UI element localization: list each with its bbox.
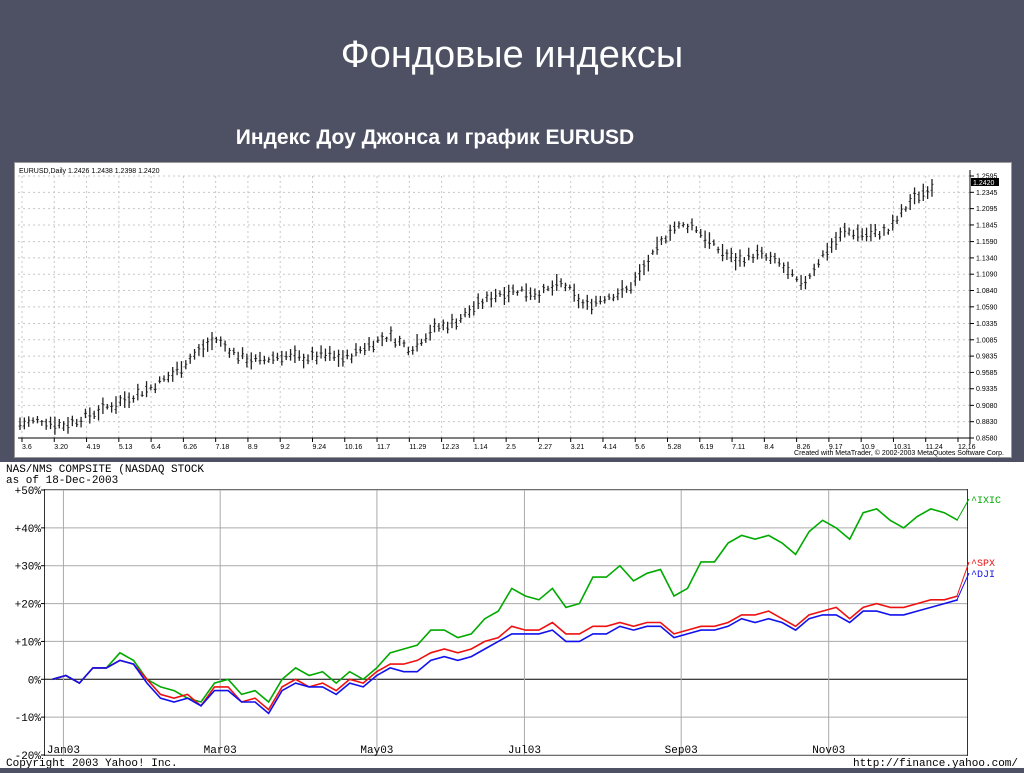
eurusd-x-tick-label: 7.11	[732, 444, 745, 451]
indices-legend-leader	[956, 498, 970, 521]
eurusd-x-tick-label: 10.31	[893, 444, 911, 451]
eurusd-x-tick-label: 10.9	[861, 444, 875, 451]
eurusd-x-tick-label: 12.16	[958, 444, 976, 451]
eurusd-y-tick-label: 1.0335	[976, 321, 998, 328]
indices-chart-svg: NAS/NMS COMPSITE (NASDAQ STOCK as of 18-…	[6, 464, 1018, 770]
indices-y-tick-label: -10%	[15, 713, 42, 725]
slide-subtitle: Индекс Доу Джонса и график EURUSD	[235, 126, 635, 149]
indices-y-tick-label: +30%	[15, 562, 42, 574]
eurusd-x-tick-label: 7.18	[216, 444, 230, 451]
eurusd-y-tick-label: 1.1340	[976, 255, 998, 262]
indices-y-axis: -20% -10% 0% +10% +20% +30% +40% +50%	[15, 486, 45, 763]
eurusd-bars	[18, 179, 934, 435]
indices-chart-date: as of 18-Dec-2003	[6, 475, 118, 487]
eurusd-y-tick-label: 1.0085	[976, 337, 998, 344]
indices-chart-title: NAS/NMS COMPSITE (NASDAQ STOCK	[6, 464, 204, 476]
slide-title: Фондовые индексы	[340, 34, 684, 76]
eurusd-x-tick-label: 6.19	[700, 444, 714, 451]
eurusd-y-tick-label: 1.2595	[976, 174, 998, 181]
indices-chart: NAS/NMS COMPSITE (NASDAQ STOCK as of 18-…	[0, 462, 1024, 770]
eurusd-x-tick-label: 1.14	[474, 444, 488, 451]
indices-x-tick-label: Sep03	[665, 745, 698, 757]
indices-legend-label: ^SPX	[971, 559, 995, 570]
eurusd-x-tick-label: 3.6	[22, 444, 32, 451]
indices-x-axis: Jan03 Mar03 May03 Jul03 Sep03 Nov03	[47, 745, 845, 757]
indices-series-line-dji	[52, 599, 959, 715]
indices-y-tick-label: +20%	[15, 600, 42, 612]
indices-y-tick-label: -20%	[15, 751, 42, 763]
indices-x-tick-label: May03	[360, 745, 393, 757]
indices-x-tick-label: Nov03	[812, 745, 845, 757]
eurusd-x-tick-label: 8.4	[764, 444, 774, 451]
eurusd-x-tick-label: 2.27	[538, 444, 552, 451]
eurusd-y-tick-label: 1.1090	[976, 272, 998, 279]
eurusd-x-tick-label: 4.19	[87, 444, 101, 451]
eurusd-y-tick-label: 0.8830	[976, 419, 998, 426]
indices-legend-label: ^DJI	[971, 570, 995, 581]
eurusd-x-tick-label: 9.24	[312, 444, 326, 451]
eurusd-price-marker	[971, 178, 999, 186]
eurusd-chart-frame	[14, 162, 1012, 458]
eurusd-x-tick-label: 11.29	[409, 444, 426, 451]
eurusd-y-tick-label: 1.1590	[976, 239, 998, 246]
eurusd-price-label: 1.2420	[973, 180, 995, 187]
indices-legend-leader	[956, 561, 970, 597]
eurusd-x-tick-label: 3.21	[571, 444, 585, 451]
eurusd-x-tick-label: 8.26	[797, 444, 811, 451]
eurusd-x-tick-label: 6.4	[151, 444, 161, 451]
indices-series-line-ixic	[52, 508, 959, 704]
eurusd-y-axis: 1.2595 1.2345 1.2095 1.1845 1.1590 1.1340 1.10…	[969, 170, 998, 444]
eurusd-x-tick-label: 6.26	[183, 444, 197, 451]
eurusd-x-tick-label: 2.5	[506, 444, 516, 451]
eurusd-y-tick-label: 0.9585	[976, 370, 998, 377]
indices-y-tick-label: 0%	[28, 675, 42, 687]
eurusd-chart-title: EURUSD,Daily 1.2426 1.2438 1.2398 1.2420	[19, 168, 160, 175]
eurusd-x-tick-label: 3.20	[54, 444, 68, 451]
indices-y-tick-label: +10%	[15, 637, 42, 649]
eurusd-footer: Created with MetaTrader, © 2002-2003 Met…	[794, 449, 1004, 457]
eurusd-x-tick-label: 11.24	[926, 444, 943, 451]
indices-legend-leader	[956, 572, 970, 600]
eurusd-x-tick-label: 9.2	[280, 444, 290, 451]
indices-y-tick-label: +50%	[15, 486, 42, 498]
indices-footer-left: Copyright 2003 Yahoo! Inc.	[6, 758, 178, 768]
eurusd-x-tick-label: 11.7	[377, 444, 390, 451]
eurusd-y-tick-label: 0.9080	[976, 403, 998, 410]
indices-plot-frame	[44, 489, 968, 756]
indices-lines	[52, 508, 959, 715]
eurusd-y-tick-label: 1.2095	[976, 206, 998, 213]
eurusd-chart: 1.2595 1.2345 1.2095 1.1845 1.1590 1.1340 1.10…	[14, 162, 1012, 458]
eurusd-x-tick-label: 4.14	[603, 444, 617, 451]
eurusd-x-axis: 3.6 3.20 4.19 5.13 6.4 6.26 7.18 8.9 9.2 9.24 10.1…	[18, 437, 976, 451]
indices-x-tick-label: Jan03	[47, 745, 80, 757]
eurusd-x-tick-label: 5.28	[668, 444, 682, 451]
indices-legend-label: ^IXIC	[971, 496, 1001, 507]
indices-x-tick-label: Jul03	[508, 745, 541, 757]
indices-y-tick-label: +40%	[15, 524, 42, 536]
eurusd-y-tick-label: 0.9335	[976, 386, 998, 393]
eurusd-y-tick-label: 1.0590	[976, 304, 998, 311]
eurusd-y-tick-label: 1.1845	[976, 222, 998, 229]
indices-x-tick-label: Mar03	[204, 745, 237, 757]
eurusd-x-tick-label: 8.9	[248, 444, 258, 451]
eurusd-y-tick-label: 1.2345	[976, 190, 998, 197]
eurusd-chart-svg: 1.2595 1.2345 1.2095 1.1845 1.1590 1.1340 1.10…	[14, 162, 1012, 458]
eurusd-x-tick-label: 9.17	[829, 444, 843, 451]
eurusd-x-tick-label: 12.23	[442, 444, 460, 451]
eurusd-x-tick-label: 5.13	[119, 444, 133, 451]
eurusd-x-tick-label: 5.6	[635, 444, 645, 451]
eurusd-x-tick-label: 10.16	[345, 444, 363, 451]
indices-footer-right: http://finance.yahoo.com/	[853, 758, 1018, 768]
indices-legend: ^IXIC ^SPX^DJI	[956, 496, 1001, 600]
eurusd-y-tick-label: 1.0840	[976, 288, 998, 295]
eurusd-y-tick-label: 0.8580	[976, 436, 998, 443]
eurusd-y-tick-label: 0.9835	[976, 354, 998, 361]
